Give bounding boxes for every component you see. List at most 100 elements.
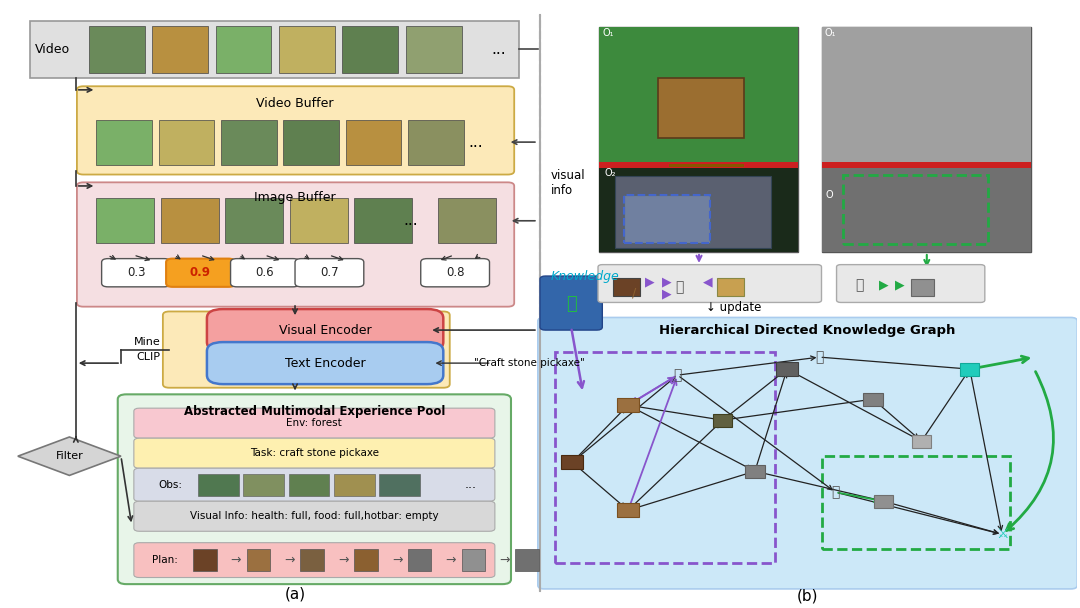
Bar: [408, 120, 463, 165]
Text: O₁: O₁: [825, 28, 836, 38]
Text: ▶: ▶: [662, 275, 672, 289]
Bar: [300, 549, 324, 571]
Bar: [289, 198, 348, 243]
FancyBboxPatch shape: [134, 468, 495, 501]
Bar: [199, 474, 239, 496]
Bar: [216, 26, 271, 73]
Text: CLIP: CLIP: [137, 352, 161, 362]
Text: ⛏: ⛏: [675, 280, 684, 294]
Bar: [354, 198, 413, 243]
Bar: [618, 503, 639, 517]
Bar: [618, 398, 639, 412]
Bar: [346, 120, 402, 165]
Text: Video: Video: [35, 43, 70, 56]
Bar: [669, 164, 744, 167]
Bar: [910, 279, 934, 296]
Bar: [599, 168, 798, 252]
Bar: [288, 474, 329, 496]
Bar: [658, 78, 744, 138]
Text: /: /: [633, 287, 637, 300]
Text: →: →: [231, 554, 241, 567]
Text: O: O: [826, 190, 834, 200]
Bar: [379, 474, 420, 496]
Bar: [874, 495, 893, 508]
Text: →: →: [392, 554, 403, 567]
Bar: [599, 162, 798, 168]
Text: ...: ...: [491, 42, 507, 57]
Text: visual
info: visual info: [551, 169, 585, 197]
Text: ▶: ▶: [645, 275, 654, 289]
Bar: [461, 549, 485, 571]
Text: Task: craft stone pickaxe: Task: craft stone pickaxe: [249, 448, 379, 458]
Text: ▶: ▶: [662, 287, 672, 300]
FancyBboxPatch shape: [118, 395, 511, 584]
FancyBboxPatch shape: [77, 86, 514, 174]
Bar: [29, 21, 518, 78]
Bar: [822, 27, 1031, 165]
Text: ...: ...: [464, 478, 476, 491]
Bar: [243, 474, 284, 496]
FancyBboxPatch shape: [230, 258, 299, 287]
Text: →: →: [338, 554, 349, 567]
Bar: [912, 435, 931, 448]
Bar: [193, 549, 217, 571]
Bar: [161, 198, 219, 243]
Bar: [226, 198, 283, 243]
Bar: [960, 362, 980, 376]
Text: Visual Info: health: full, food: full,hotbar: empty: Visual Info: health: full, food: full,ho…: [190, 511, 438, 521]
Bar: [406, 26, 461, 73]
Bar: [613, 278, 640, 296]
Bar: [717, 278, 744, 296]
Text: Hierarchical Directed Knowledge Graph: Hierarchical Directed Knowledge Graph: [660, 323, 956, 337]
FancyBboxPatch shape: [598, 264, 822, 302]
Bar: [562, 455, 583, 469]
Text: ...: ...: [469, 134, 483, 150]
Bar: [159, 120, 215, 165]
Text: ▶: ▶: [895, 278, 905, 292]
Bar: [822, 27, 1031, 252]
FancyBboxPatch shape: [134, 438, 495, 468]
Bar: [624, 195, 710, 243]
Bar: [89, 26, 145, 73]
Bar: [555, 352, 775, 562]
Polygon shape: [17, 437, 121, 475]
Bar: [96, 198, 154, 243]
FancyBboxPatch shape: [207, 309, 443, 351]
Bar: [408, 549, 432, 571]
Bar: [334, 474, 375, 496]
Text: (a): (a): [284, 587, 306, 602]
Bar: [515, 549, 539, 571]
Bar: [822, 168, 1031, 252]
Text: ⛏: ⛏: [832, 485, 839, 499]
Text: ⚔: ⚔: [996, 527, 1009, 541]
Text: Obs:: Obs:: [159, 480, 183, 489]
Bar: [843, 175, 988, 244]
Bar: [152, 26, 208, 73]
Bar: [777, 362, 798, 376]
Bar: [96, 120, 152, 165]
Text: Image Buffer: Image Buffer: [254, 192, 336, 204]
Bar: [354, 549, 378, 571]
Bar: [745, 465, 765, 478]
Text: 0.9: 0.9: [190, 266, 211, 279]
Text: →: →: [284, 554, 295, 567]
FancyBboxPatch shape: [207, 342, 443, 384]
Text: Abstracted Multimodal Experience Pool: Abstracted Multimodal Experience Pool: [184, 405, 445, 418]
Text: ⛏: ⛏: [815, 350, 824, 364]
Text: Text Encoder: Text Encoder: [285, 357, 365, 370]
FancyBboxPatch shape: [166, 258, 234, 287]
Bar: [599, 27, 798, 252]
Bar: [437, 198, 496, 243]
Bar: [822, 456, 1010, 549]
Bar: [713, 413, 732, 427]
Text: 0.3: 0.3: [126, 266, 145, 279]
FancyBboxPatch shape: [295, 258, 364, 287]
FancyBboxPatch shape: [163, 311, 449, 388]
Text: 🧍: 🧍: [566, 295, 577, 313]
Text: 0.7: 0.7: [320, 266, 339, 279]
Text: ▶: ▶: [879, 278, 889, 292]
Text: Mine: Mine: [134, 337, 161, 347]
Text: ...: ...: [404, 213, 418, 228]
Text: ⛏: ⛏: [673, 368, 681, 382]
Bar: [279, 26, 335, 73]
